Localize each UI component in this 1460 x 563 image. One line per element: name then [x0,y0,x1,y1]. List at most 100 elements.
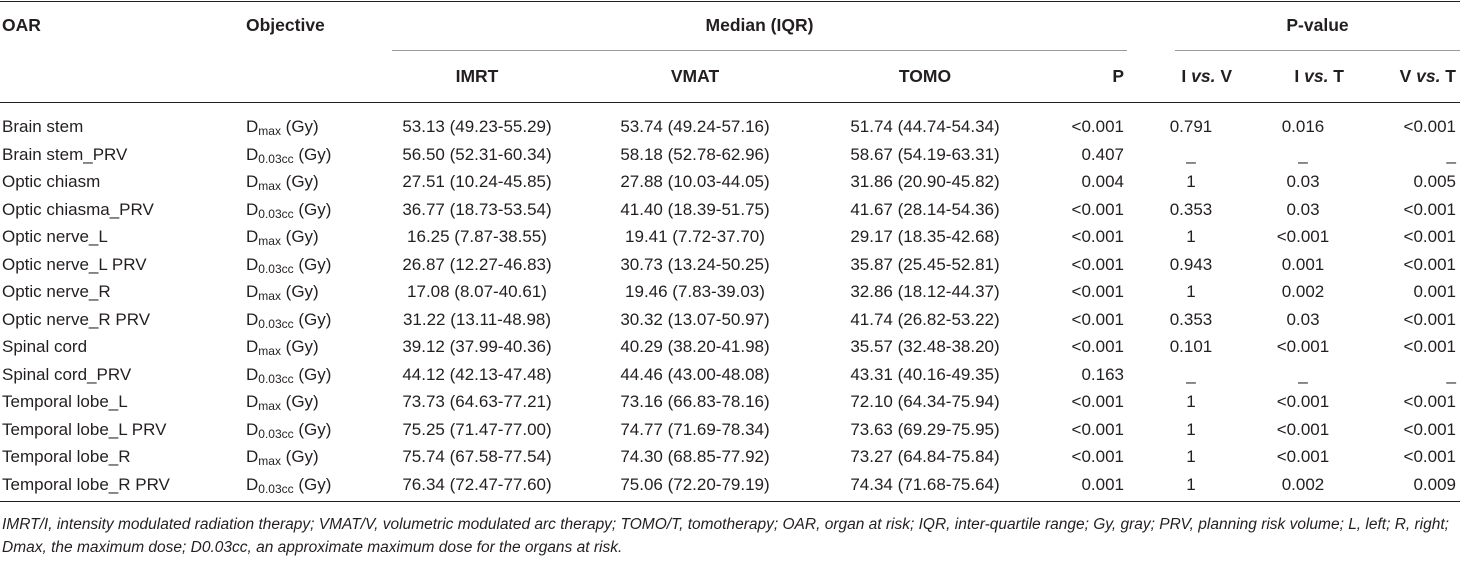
cell-p: <0.001 [1071,255,1124,274]
cell-vmat: 27.88 (10.03-44.05) [620,172,770,191]
cell-it: _ [1298,145,1308,164]
cell-oar: Optic nerve_R PRV [2,310,151,329]
cell-iv: 1 [1186,172,1196,191]
objective-unit: (Gy) [293,365,332,384]
objective-subscript: max [258,454,281,468]
objective-subscript: max [258,289,281,303]
header-p: P [1112,66,1124,86]
cell-it: _ [1298,365,1308,384]
table-bottom-rule [0,501,1460,502]
cell-p: <0.001 [1071,200,1124,219]
cell-it: <0.001 [1276,337,1330,356]
cell-vmat: 19.41 (7.72-37.70) [625,227,765,246]
cell-imrt: 76.34 (72.47-77.60) [402,475,552,494]
cell-imrt: 26.87 (12.27-46.83) [402,255,552,274]
cell-oar: Spinal cord [2,337,88,356]
cell-vt: <0.001 [1403,392,1456,411]
cell-vt: <0.001 [1403,227,1456,246]
cell-p: <0.001 [1071,282,1124,301]
cell-tomo: 73.63 (69.29-75.95) [850,420,1000,439]
cell-vmat: 41.40 (18.39-51.75) [620,200,770,219]
cell-vmat: 73.16 (66.83-78.16) [620,392,770,411]
objective-unit: (Gy) [280,117,319,136]
objective-subscript: max [258,179,281,193]
cell-p: <0.001 [1071,392,1124,411]
cell-p: <0.001 [1071,337,1124,356]
cell-it: 0.03 [1286,172,1320,191]
cell-imrt: 73.73 (64.63-77.21) [402,392,552,411]
cell-imrt: 53.13 (49.23-55.29) [402,117,552,136]
cell-iv: _ [1186,145,1196,164]
header-oar: OAR [2,15,41,35]
cell-vmat: 19.46 (7.83-39.03) [625,282,765,301]
objective-subscript: 0.03cc [258,152,294,166]
cell-oar: Optic nerve_L PRV [2,255,147,274]
cell-vmat: 58.18 (52.78-62.96) [620,145,770,164]
objective-subscript: max [258,234,281,248]
cell-iv: 1 [1186,475,1196,494]
table-footnote: IMRT/I, intensity modulated radiation th… [2,516,1449,556]
objective-subscript: 0.03cc [258,262,294,276]
cell-objective: D0.03cc (Gy) [246,475,331,495]
cell-it: <0.001 [1276,420,1330,439]
cell-objective: Dmax (Gy) [246,392,319,412]
cell-vmat: 30.32 (13.07-50.97) [620,310,770,329]
cell-it: <0.001 [1276,227,1330,246]
objective-unit: (Gy) [280,392,319,411]
cell-p: <0.001 [1071,447,1124,466]
cell-tomo: 74.34 (71.68-75.64) [850,475,1000,494]
cell-p: 0.163 [1081,365,1124,384]
cell-p: <0.001 [1071,310,1124,329]
cell-p: 0.001 [1081,475,1124,494]
objective-unit: (Gy) [293,145,332,164]
header-i-vs-v: I vs. V [1181,66,1232,86]
cell-objective: D0.03cc (Gy) [246,365,331,385]
cell-iv: 0.101 [1169,337,1213,356]
cell-vt: <0.001 [1403,420,1456,439]
header-median-group: Median (IQR) [705,15,814,35]
cell-oar: Temporal lobe_R [2,447,131,466]
cell-vt: <0.001 [1403,200,1456,219]
top-rule [0,1,1460,2]
cell-vt: <0.001 [1403,337,1456,356]
objective-dose-symbol: D [246,255,259,274]
pvalue-group-underline [1175,50,1460,51]
cell-imrt: 75.74 (67.58-77.54) [402,447,552,466]
cell-imrt: 36.77 (18.73-53.54) [402,200,552,219]
cell-iv: _ [1186,365,1196,384]
cell-vt: 0.009 [1413,475,1456,494]
objective-dose-symbol: D [246,420,259,439]
cell-objective: D0.03cc (Gy) [246,420,331,440]
cell-it: 0.016 [1281,117,1325,136]
cell-oar: Brain stem [2,117,84,136]
objective-dose-symbol: D [246,475,259,494]
objective-subscript: max [258,344,281,358]
cell-objective: D0.03cc (Gy) [246,200,331,220]
cell-imrt: 27.51 (10.24-45.85) [402,172,552,191]
cell-iv: 0.353 [1169,200,1213,219]
objective-subscript: 0.03cc [258,372,294,386]
cell-iv: 1 [1186,227,1196,246]
cell-objective: D0.03cc (Gy) [246,145,331,165]
objective-unit: (Gy) [293,475,332,494]
cell-tomo: 72.10 (64.34-75.94) [850,392,1000,411]
cell-objective: Dmax (Gy) [246,172,319,192]
objective-dose-symbol: D [246,310,259,329]
cell-vmat: 74.77 (71.69-78.34) [620,420,770,439]
cell-p: 0.004 [1081,172,1124,191]
cell-iv: 0.791 [1169,117,1213,136]
objective-dose-symbol: D [246,282,259,301]
cell-iv: 1 [1186,392,1196,411]
cell-p: 0.407 [1081,145,1124,164]
header-i-vs-t: I vs. T [1294,66,1344,86]
header-vmat: VMAT [670,66,720,86]
cell-iv: 1 [1186,282,1196,301]
objective-dose-symbol: D [246,392,259,411]
cell-vmat: 75.06 (72.20-79.19) [620,475,770,494]
objective-dose-symbol: D [246,117,259,136]
header-imrt: IMRT [455,66,499,86]
cell-tomo: 32.86 (18.12-44.37) [850,282,1000,301]
cell-it: 0.03 [1286,310,1320,329]
header-pvalue-group: P-value [1286,15,1349,35]
objective-dose-symbol: D [246,145,259,164]
